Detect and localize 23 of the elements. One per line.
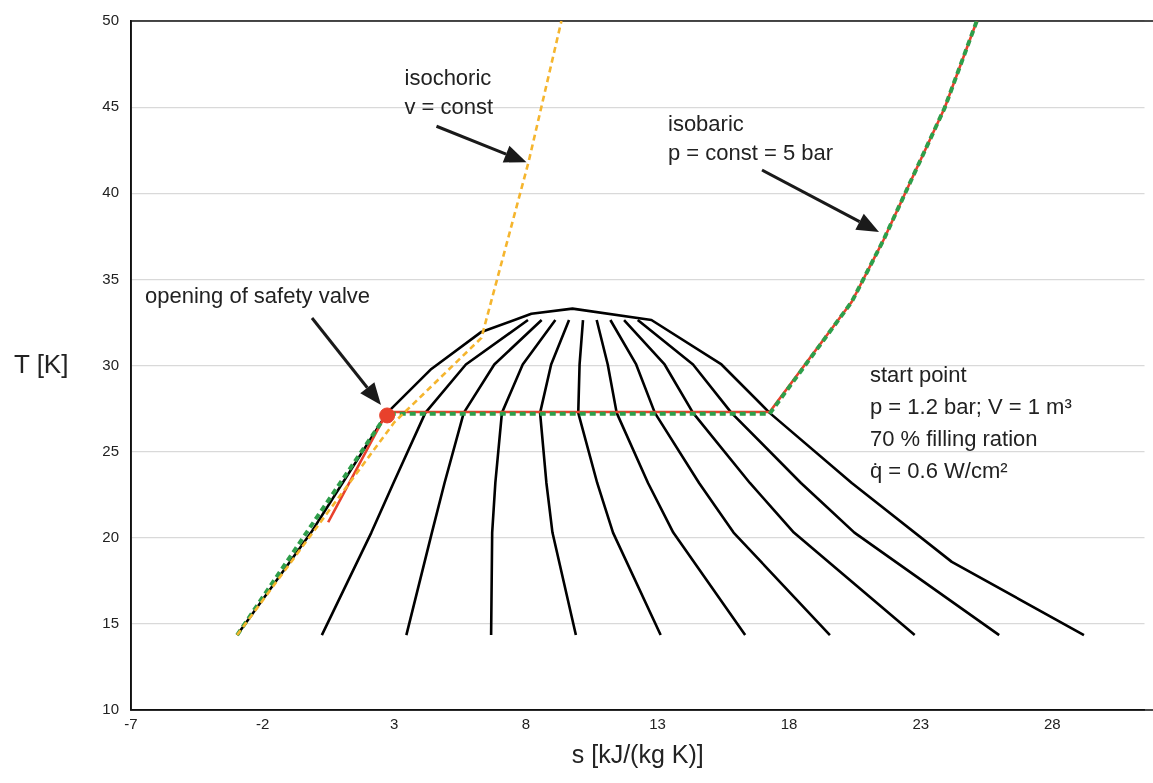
y-tick-label: 30	[102, 355, 119, 373]
y-tick-label: 25	[102, 441, 119, 459]
annotation: isochoric v = const	[404, 65, 494, 120]
y-tick-label: 20	[102, 527, 119, 545]
x-tick-label: 18	[780, 715, 798, 733]
y-tick-label: 35	[102, 269, 119, 287]
y-axis-title: T [K]	[14, 348, 69, 379]
y-tick-label: 50	[102, 11, 119, 29]
x-tick-label: 13	[649, 715, 666, 733]
x-tick-label: 28	[1044, 715, 1061, 733]
x-axis-title: s [kJ/(kg K)]	[571, 739, 704, 768]
x-tick-label: -7	[124, 715, 138, 733]
annotation: opening of safety valve	[145, 283, 371, 308]
x-tick-label: 8	[521, 715, 531, 733]
annotation: isobaric p = const = 5 bar	[668, 111, 834, 165]
x-tick-label: 23	[912, 715, 930, 733]
y-tick-label: 15	[102, 614, 119, 632]
y-tick-label: 40	[102, 183, 119, 201]
x-tick-label: 3	[390, 715, 399, 733]
y-tick-label: 45	[102, 97, 119, 115]
y-tick-label: 10	[102, 700, 119, 718]
annotation: start point p = 1.2 bar; V = 1 m³ 70 % filling ration q̇ = 0.6 W/cm²	[870, 362, 1072, 483]
x-tick-label: -2	[255, 715, 270, 733]
